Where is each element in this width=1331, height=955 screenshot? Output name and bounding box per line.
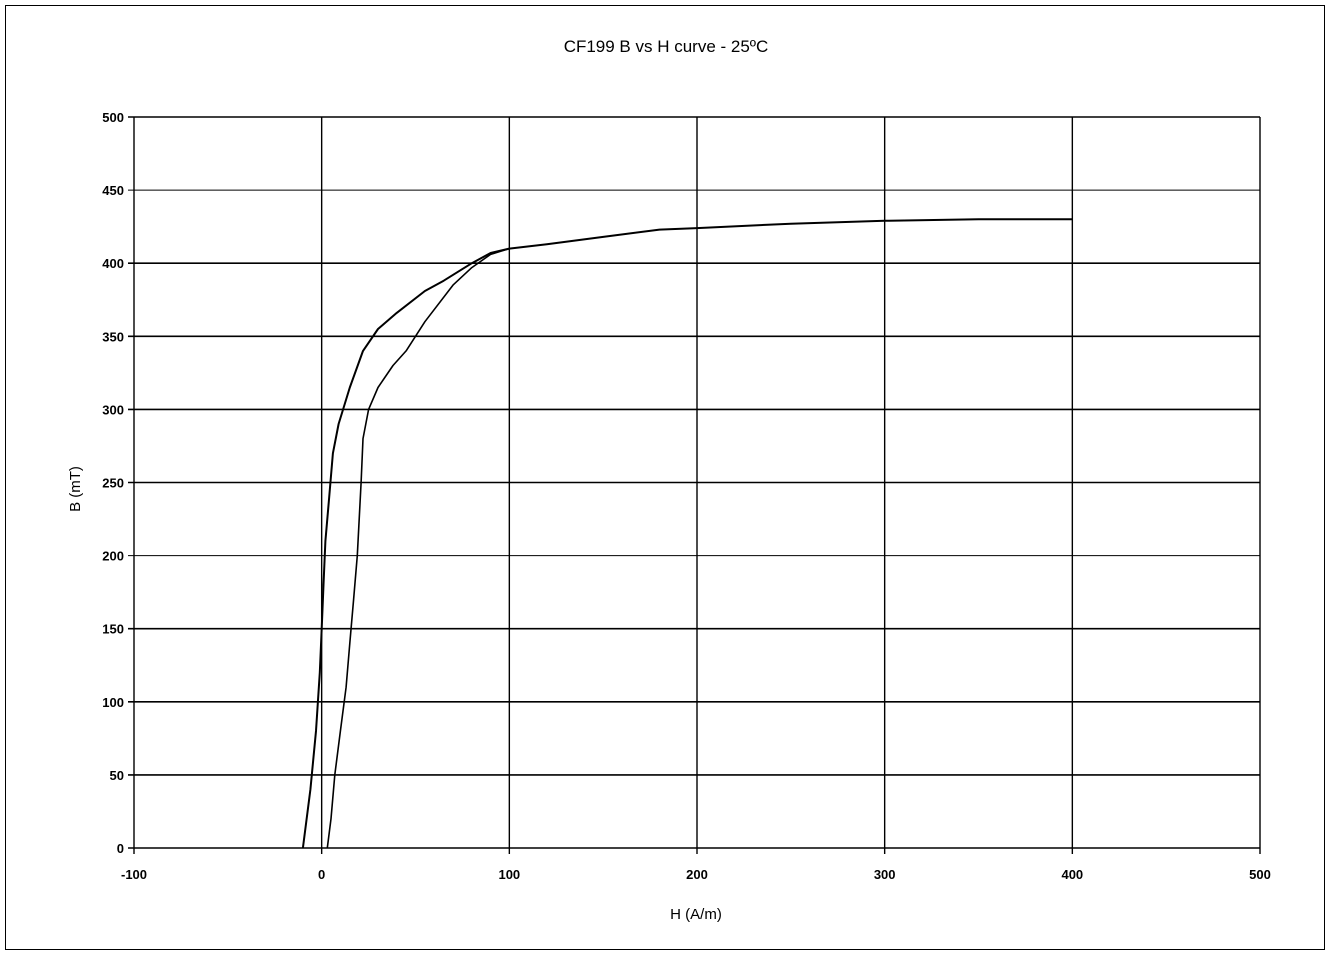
y-tick-label: 100 [102, 695, 124, 710]
chart-title: CF199 B vs H curve - 25ºC [564, 37, 769, 56]
x-tick-label: 500 [1249, 867, 1271, 882]
y-tick-label: 50 [110, 768, 124, 783]
x-tick-label: 100 [498, 867, 520, 882]
y-tick-label: 150 [102, 622, 124, 637]
y-tick-label: 0 [117, 841, 124, 856]
chart-frame: CF199 B vs H curve - 25ºC 0 50 100 150 200 25… [5, 5, 1325, 950]
y-tick-label: 300 [102, 402, 124, 417]
y-tick-label: 400 [102, 256, 124, 271]
y-tick-label: 500 [102, 110, 124, 125]
grid [128, 116, 1261, 854]
y-tick-labels: 0 50 100 150 200 250 300 350 400 450 500 [102, 110, 124, 856]
series-line-2 [326, 247, 510, 849]
series-lines [301, 218, 1073, 849]
x-axis-label: H (A/m) [670, 906, 722, 923]
y-tick-label: 250 [102, 476, 124, 491]
x-tick-label: 300 [874, 867, 896, 882]
y-tick-label: 350 [102, 329, 124, 344]
bh-curve-chart: CF199 B vs H curve - 25ºC 0 50 100 150 200 25… [67, 37, 1271, 923]
y-tick-label: 200 [102, 549, 124, 564]
x-tick-label: -100 [121, 867, 147, 882]
x-tick-labels: -100 0 100 200 300 400 500 [121, 867, 1271, 882]
x-tick-label: 0 [318, 867, 325, 882]
y-tick-label: 450 [102, 183, 124, 198]
series-line-1 [301, 218, 1073, 849]
x-tick-label: 200 [686, 867, 708, 882]
x-tick-label: 400 [1061, 867, 1083, 882]
y-axis-label: B (mT) [67, 466, 84, 512]
